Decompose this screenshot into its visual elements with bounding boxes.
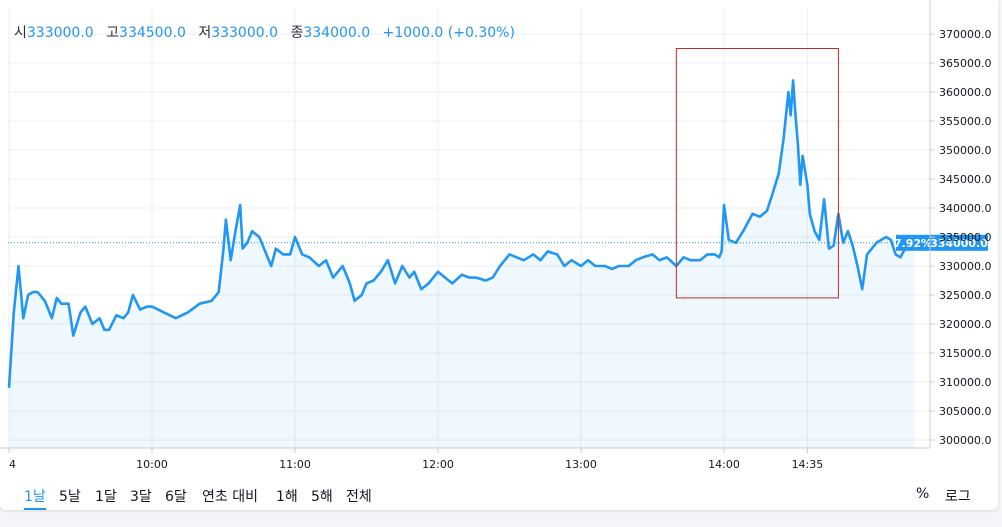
range-toolbar: 1날 5날 1달 3달 6달 연초 대비 1해 5해 전체 % 로그	[0, 478, 998, 510]
x-tick-label-5: 14:00	[708, 458, 740, 471]
y-tick-label-13: 365000.0	[939, 57, 992, 70]
y-tick-label-1: 305000.0	[939, 405, 992, 418]
series-line	[7, 79, 916, 388]
range-all-button[interactable]: 전체	[346, 489, 372, 505]
range-1m-button[interactable]: 1달	[95, 489, 117, 505]
chart-panel: 7.92% 334000.0 300000.0 305000.0 310000.0 31…	[0, 0, 998, 510]
price-tag-text: 334000.0	[930, 237, 988, 250]
y-tick-label-14: 370000.0	[939, 28, 992, 41]
y-tick-label-9: 345000.0	[939, 173, 992, 186]
last-price-layer: 7.92%334000.0	[8, 234, 988, 251]
y-tick-label-0: 300000.0	[939, 434, 992, 447]
x-tick-label-2: 11:00	[279, 458, 311, 471]
ohlc-legend: 시333000.0 고334500.0 저333000.0 종334000.0 …	[14, 22, 515, 42]
low-label: 저	[198, 25, 212, 41]
y-tick-label-7: 335000.0	[939, 231, 992, 244]
range-5d-button[interactable]: 5날	[59, 489, 81, 505]
y-tick-label-6: 330000.0	[939, 260, 992, 273]
highlight-box	[675, 48, 839, 299]
percent-tag-text: 7.92%	[894, 237, 932, 250]
open-label: 시	[14, 25, 27, 41]
x-tick-label-6: 14:35	[792, 458, 824, 471]
price-chart[interactable]: 7.92%334000.0 300000.0305000.0310000.031…	[0, 0, 998, 478]
range-1y-button[interactable]: 1해	[276, 489, 298, 505]
close-label: 종	[290, 25, 304, 41]
y-tick-label-11: 355000.0	[939, 115, 992, 128]
y-tick-label-12: 360000.0	[939, 86, 992, 99]
range-6m-button[interactable]: 6달	[165, 489, 187, 505]
price-line	[7, 79, 916, 388]
range-ytd-button[interactable]: 연초 대비	[202, 489, 258, 505]
y-axis[interactable]: 300000.0 305000.0 310000.0 315000.0 320000.0…	[929, 0, 992, 448]
percent-tag-bg	[896, 234, 930, 251]
y-tick-label-8: 340000.0	[939, 202, 992, 215]
x-tick-label-3: 12:00	[422, 458, 454, 471]
range-3m-button[interactable]: 3달	[130, 489, 152, 505]
range-1d-button[interactable]: 1날	[24, 486, 46, 510]
high-label: 고	[106, 25, 120, 41]
low-value: 333000.0	[211, 25, 279, 41]
log-scale-button[interactable]: 로그	[945, 489, 971, 505]
x-axis[interactable]: 4 10:00 11:00 12:00 13:00 14:00 14:35	[0, 447, 930, 471]
high-value: 334500.0	[119, 25, 186, 41]
change-value: +1000.0 (+0.30%)	[382, 25, 515, 41]
y-tick-label-2: 310000.0	[939, 376, 992, 389]
chart-grid	[8, 8, 930, 448]
highlight-layer	[675, 48, 839, 299]
open-value: 333000.0	[26, 25, 94, 41]
percent-scale-button[interactable]: %	[916, 486, 930, 502]
x-tick-label-4: 13:00	[565, 458, 597, 471]
price-area	[9, 80, 915, 449]
y-tick-label-10: 350000.0	[939, 144, 992, 157]
y-tick-label-3: 315000.0	[939, 347, 992, 360]
x-tick-label-1: 10:00	[136, 458, 168, 471]
price-tag-bg	[930, 234, 988, 251]
x-tick-label-0: 4	[9, 458, 16, 471]
y-tick-label-5: 325000.0	[939, 289, 992, 302]
range-5y-button[interactable]: 5해	[311, 489, 333, 505]
y-tick-label-4: 320000.0	[939, 318, 992, 331]
area-fill	[9, 80, 915, 449]
close-value: 334000.0	[303, 25, 371, 41]
